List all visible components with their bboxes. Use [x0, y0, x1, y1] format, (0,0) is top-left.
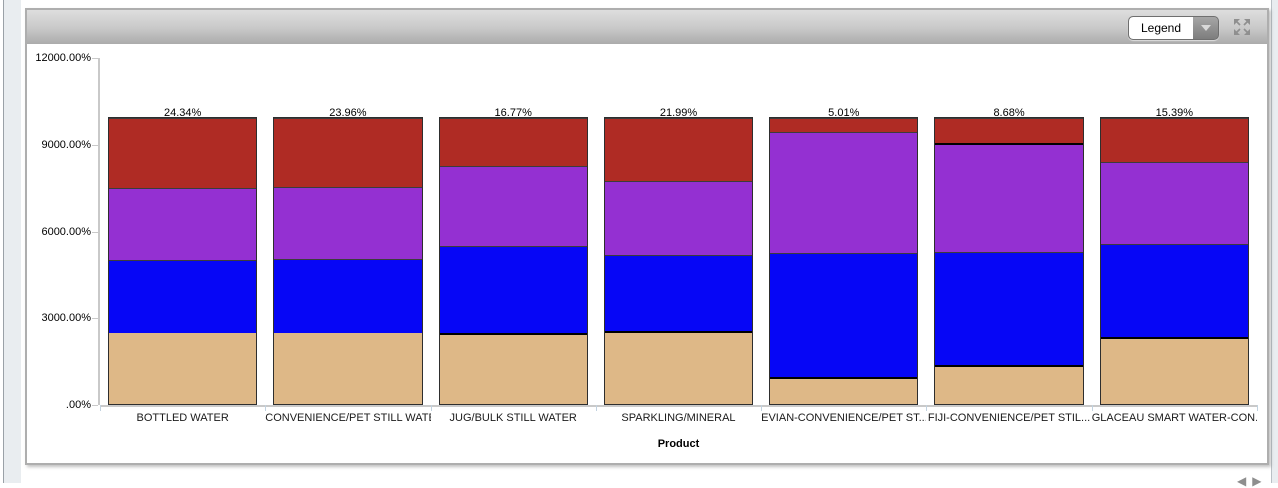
- category-cell: 24.93%25.72%25.38% 23.96%: [265, 58, 430, 405]
- x-axis-category-label: BOTTLED WATER: [136, 412, 229, 424]
- bar-segment-segment-top-red[interactable]: 5.01%: [770, 107, 918, 133]
- segment-value-label: 24.34%: [163, 107, 202, 120]
- legend-dropdown[interactable]: Legend: [1128, 16, 1219, 40]
- x-axis-title: Product: [657, 438, 700, 450]
- plot-area: 24.86%25.52%25.29% 24.34% 24.93%25.72%25.3…: [100, 58, 1257, 405]
- bar-segment-segment-purple[interactable]: 25.29%: [109, 177, 257, 260]
- bar-segment-segment-bottom-tan[interactable]: 23.3%: [1100, 327, 1248, 404]
- bar-segment-segment-blue[interactable]: 43.36%: [770, 242, 918, 378]
- segment-value-label: 8.68%: [993, 107, 1025, 120]
- y-tick-label: 9000.00%: [41, 138, 91, 151]
- bar-segment-segment-blue[interactable]: 30.37%: [439, 235, 587, 333]
- x-axis-category-label: CONVENIENCE/PET STILL WATER: [265, 412, 431, 424]
- category-cell: 24.86%25.52%25.29% 24.34%: [100, 58, 265, 405]
- y-tick-mark: [92, 318, 98, 320]
- y-tick-mark: [92, 144, 98, 146]
- bar-segment-segment-top-red[interactable]: 15.39%: [1100, 107, 1248, 163]
- y-tick-label: 3000.00%: [41, 312, 91, 325]
- bar-segment-segment-top-red[interactable]: 8.68%: [935, 107, 1083, 143]
- bar-segment-segment-purple[interactable]: 25.75%: [604, 170, 753, 255]
- segment-value-label: 5.01%: [828, 107, 860, 120]
- category-cell: 25%30.37%27.86% 16.77%: [431, 58, 596, 405]
- pager: ◀ ▶: [1234, 474, 1264, 488]
- stacked-bar[interactable]: 23.3%32.67%28.65% 15.39%: [1099, 107, 1249, 405]
- chevron-down-icon: [1200, 25, 1211, 31]
- left-gutter-divider: [3, 0, 4, 483]
- bar-segment-segment-blue[interactable]: 25.52%: [109, 249, 257, 333]
- bar-segment-segment-purple[interactable]: 28.65%: [1100, 151, 1248, 244]
- bar-segment-segment-purple[interactable]: 38.21%: [935, 133, 1083, 253]
- bar-segment-segment-bottom-tan[interactable]: 25%: [439, 323, 587, 404]
- stacked-bar[interactable]: 25%30.37%27.86% 16.77%: [438, 107, 588, 405]
- segment-value-label: 16.77%: [494, 107, 532, 120]
- stacked-bar[interactable]: 25.7%26.56%25.75% 21.99%: [603, 107, 754, 405]
- y-tick-mark: [92, 231, 98, 233]
- x-axis-category-label: GLACEAU SMART WATER-CON...: [1091, 412, 1257, 424]
- chart-area: .00% 3000.00% 6000.00% 9000.00% 12000.00% 24…: [27, 44, 1267, 459]
- bar-segment-segment-top-red[interactable]: 21.99%: [604, 107, 753, 181]
- bar-segment-segment-top-red[interactable]: 23.96%: [274, 107, 422, 187]
- bar-segment-segment-bottom-tan[interactable]: 24.86%: [109, 321, 257, 404]
- bar-segment-segment-bottom-tan[interactable]: 24.93%: [274, 321, 422, 404]
- bar-segment-segment-blue[interactable]: 39.43%: [935, 241, 1083, 365]
- right-gutter: [1271, 0, 1278, 483]
- y-tick-label: 12000.00%: [35, 52, 91, 64]
- category-cell: 23.3%32.67%28.65% 15.39%: [1092, 58, 1257, 405]
- bar-segment-segment-bottom-tan[interactable]: 13.69%: [935, 355, 1083, 404]
- bar-segment-segment-purple[interactable]: 27.86%: [439, 155, 587, 246]
- x-axis-line: [100, 405, 1257, 407]
- x-tick-mark: [265, 405, 267, 411]
- x-tick-mark: [430, 405, 432, 411]
- bar-segment-segment-bottom-tan[interactable]: 25.7%: [604, 321, 753, 404]
- pager-next-icon[interactable]: ▶: [1252, 474, 1262, 488]
- left-gutter-strip: [4, 0, 21, 483]
- x-axis-category-label: FIJI-CONVENIENCE/PET STIL...: [927, 412, 1091, 424]
- bar-segment-segment-bottom-tan[interactable]: 9.4%: [770, 367, 918, 404]
- pager-prev-icon[interactable]: ◀: [1237, 474, 1247, 488]
- left-gutter: [0, 0, 22, 483]
- x-axis-category-label: JUG/BULK STILL WATER: [449, 412, 577, 424]
- legend-dropdown-value[interactable]: Legend: [1129, 17, 1193, 39]
- x-tick-mark: [761, 405, 763, 411]
- x-axis-category-label: EVIAN-CONVENIENCE/PET ST...: [761, 412, 927, 424]
- y-tick-label: 6000.00%: [41, 225, 91, 238]
- category-cell: 25.7%26.56%25.75% 21.99%: [596, 58, 761, 405]
- stacked-bar[interactable]: 9.4%43.36%42.22%5.01%: [769, 107, 919, 405]
- stacked-bar[interactable]: 24.93%25.72%25.38% 23.96%: [273, 107, 423, 405]
- x-tick-mark: [1091, 405, 1093, 411]
- x-axis-labels: BOTTLED WATER CONVENIENCE/PET STILL WATER…: [100, 412, 1257, 424]
- category-cell: 9.4%43.36%42.22%5.01%: [761, 58, 926, 405]
- x-tick-mark: [595, 405, 597, 411]
- stacked-bar[interactable]: 13.69%39.43%38.21% 8.68%: [934, 107, 1084, 405]
- segment-value-label: 23.96%: [329, 107, 367, 120]
- expand-icon[interactable]: [1233, 18, 1251, 36]
- category-cell: 13.69%39.43%38.21% 8.68%: [926, 58, 1091, 405]
- segment-value-label: 15.39%: [1155, 107, 1193, 120]
- legend-dropdown-button[interactable]: [1193, 17, 1218, 39]
- y-tick-mark: [92, 58, 98, 59]
- x-axis-category-label: SPARKLING/MINERAL: [621, 412, 736, 424]
- x-tick-mark: [1257, 405, 1258, 411]
- segment-value-label: 21.99%: [659, 107, 698, 120]
- y-tick-mark: [92, 405, 98, 406]
- y-axis-line: [98, 58, 100, 405]
- chart-toolbar: Legend: [27, 10, 1267, 44]
- y-tick-label: .00%: [65, 399, 91, 411]
- chart-panel: Legend .00% 3000.00% 6000.00% 9000.00% 12000…: [25, 8, 1269, 465]
- x-tick-mark: [100, 405, 101, 411]
- bar-segment-segment-purple[interactable]: 42.22%: [770, 121, 918, 254]
- bar-segment-segment-blue[interactable]: 32.67%: [1100, 233, 1248, 338]
- x-tick-mark: [926, 405, 928, 411]
- bar-segment-segment-purple[interactable]: 25.38%: [274, 176, 422, 260]
- bar-segment-segment-blue[interactable]: 26.56%: [604, 244, 753, 331]
- stacked-bar[interactable]: 24.86%25.52%25.29% 24.34%: [108, 107, 258, 405]
- bar-segment-segment-top-red[interactable]: 16.77%: [439, 107, 587, 166]
- bar-segment-segment-top-red[interactable]: 24.34%: [109, 107, 257, 188]
- bar-segment-segment-blue[interactable]: 25.72%: [274, 248, 422, 333]
